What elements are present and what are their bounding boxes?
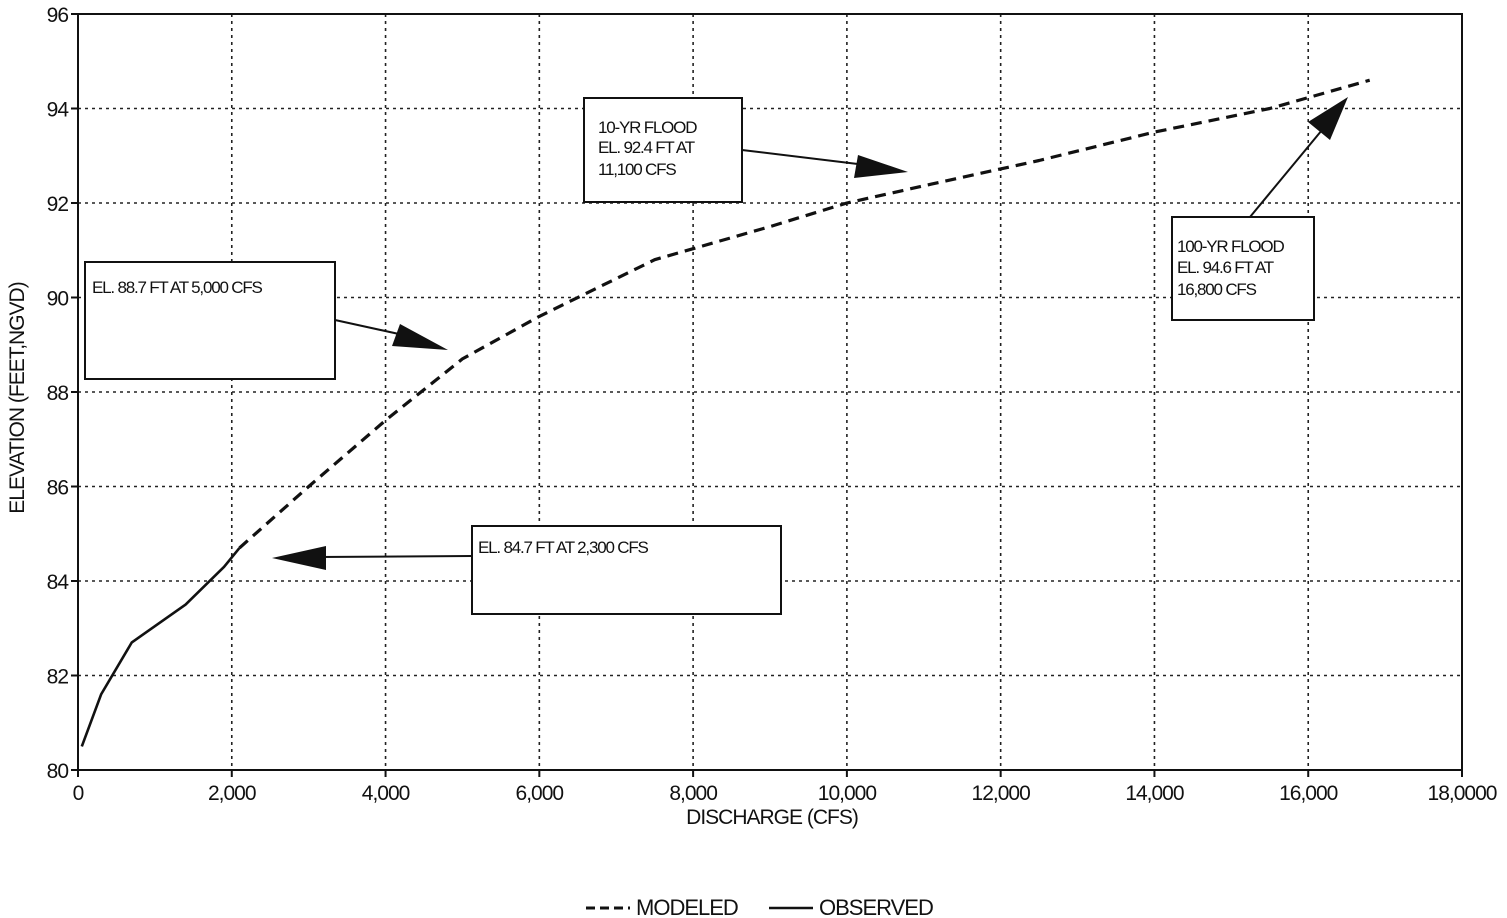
annotation-100yr: 100-YR FLOOD EL. 94.6 FT AT 16,800 CFS [1171,97,1348,321]
annotation-2300-box [471,525,782,615]
x-tick-label: 6,000 [516,782,564,805]
annotation-100yr-box [1171,216,1315,321]
annotation-2300-arrowhead [272,546,326,570]
x-tick-label: 10,000 [818,782,877,805]
annotation-100yr-arrowhead [1308,97,1348,140]
annotation-10yr-arrowhead [854,155,908,178]
annotation-2300-line-1: EL. 84.7 FT AT 2,300 CFS [478,538,648,557]
annotation-100yr-line-1: 100-YR FLOOD [1177,237,1284,256]
legend-label-observed: OBSERVED [819,895,933,918]
x-tick-label: 0 [73,782,84,805]
y-tick-label: 84 [47,571,70,594]
annotation-5000-arrowhead [392,324,448,350]
annotation-100yr-arrow-shaft [1249,129,1323,218]
y-tick-label: 94 [47,99,70,122]
legend-label-modeled: MODELED [636,895,738,918]
series-lines [80,78,1371,747]
annotation-10yr-arrow-shaft [741,149,867,166]
y-tick-label: 90 [47,288,69,311]
annotation-5000-arrow-shaft [334,319,409,337]
y-tick-label: 80 [47,760,69,783]
x-axis-title: DISCHARGE (CFS) [686,806,858,829]
annotation-5000-box [84,261,336,380]
x-tick-label: 8,000 [669,782,717,805]
grid-lines [78,14,1462,770]
annotation-5000-line-1: EL. 88.7 FT AT 5,000 CFS [92,278,262,297]
x-tick-label: 18,0000 [1428,782,1497,805]
x-tick-label: 4,000 [362,782,410,805]
tick-labels: 0 2,000 4,000 6,000 8,000 10,000 12,000 14,000 1… [47,4,1498,805]
annotation-2300: EL. 84.7 FT AT 2,300 CFS [272,525,782,615]
annotation-100yr-line-3: 16,800 CFS [1177,280,1257,299]
y-tick-label: 86 [47,477,69,500]
series-line-observed [80,547,241,747]
annotation-10yr-line-2: EL. 92.4 FT AT [598,138,695,157]
annotation-2300-arrow-shaft [317,555,473,558]
annotation-10yr-line-3: 11,100 CFS [598,160,676,179]
y-axis-title: ELEVATION (FEET,NGVD) [6,282,29,513]
annotation-10yr-line-1: 10-YR FLOOD [598,118,697,137]
x-tick-label: 2,000 [208,782,256,805]
legend: MODELED OBSERVED [586,895,934,918]
y-tick-label: 88 [47,382,69,405]
y-tick-label: 96 [47,4,69,27]
annotation-10yr-box [583,97,743,203]
annotation-5000: EL. 88.7 FT AT 5,000 CFS [84,261,448,380]
annotation-10yr: 10-YR FLOOD EL. 92.4 FT AT 11,100 CFS [583,97,908,203]
x-tick-label: 16,000 [1279,782,1338,805]
y-tick-label: 82 [47,666,69,689]
x-tick-label: 14,000 [1125,782,1184,805]
y-tick-label: 92 [47,193,69,216]
annotation-100yr-line-2: EL. 94.6 FT AT [1177,258,1274,277]
x-tick-label: 12,000 [972,782,1031,805]
